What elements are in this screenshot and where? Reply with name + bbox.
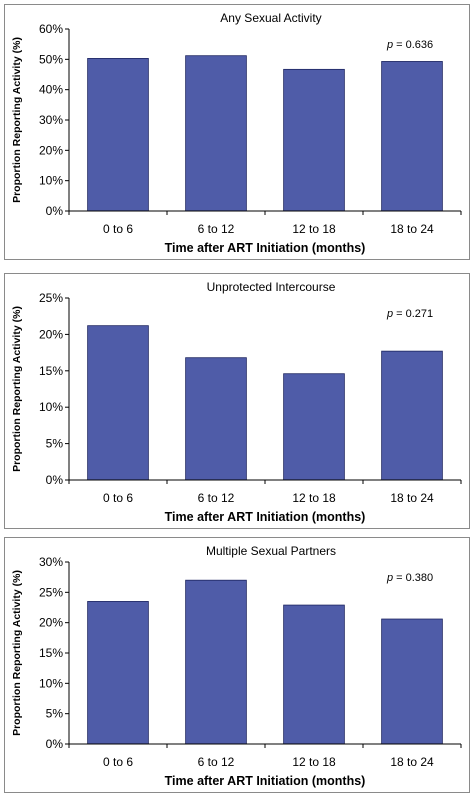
p-value-annotation: p = 0.271 (386, 308, 433, 320)
bar-chart-1: Unprotected Intercourse 0% 5% 10% 15% 20% 25% 0… (11, 280, 462, 524)
x-tick-label: 18 to 24 (390, 491, 434, 505)
chart-panel-any-sexual-activity: Any Sexual Activity 0% 10% 20% 30% 40% 50% 60% 0… (4, 4, 470, 260)
y-tick-label: 25% (39, 291, 63, 305)
x-axis-label: Time after ART Initiation (months) (165, 774, 366, 788)
p-symbol: p (386, 572, 393, 584)
x-tick-label: 6 to 12 (198, 755, 235, 769)
bar-3 (283, 373, 345, 481)
y-tick-label: 0% (46, 737, 64, 751)
bar-3 (283, 68, 345, 212)
bar-1 (87, 58, 149, 212)
p-symbol: p (386, 39, 393, 51)
x-axis-label: Time after ART Initiation (months) (165, 510, 366, 524)
p-value-annotation: p = 0.636 (386, 39, 433, 51)
bar-2 (185, 579, 247, 745)
p-value: = 0.271 (396, 308, 433, 320)
p-value-annotation: p = 0.380 (386, 572, 433, 584)
x-tick-label: 12 to 18 (292, 755, 336, 769)
p-symbol: p (386, 308, 393, 320)
x-tick-label: 18 to 24 (390, 755, 434, 769)
y-axis-label: Proportion Reporting Activity (%) (11, 37, 23, 203)
x-axis-label: Time after ART Initiation (months) (165, 241, 366, 255)
bar-4 (381, 618, 443, 745)
y-tick-label: 30% (39, 113, 63, 127)
y-tick-label: 60% (39, 22, 63, 36)
x-tick-label: 6 to 12 (198, 491, 235, 505)
y-tick-label: 15% (39, 364, 63, 378)
bar-2 (185, 55, 247, 212)
y-tick-label: 5% (46, 707, 64, 721)
y-tick-label: 40% (39, 83, 63, 97)
x-tick-label: 0 to 6 (103, 491, 133, 505)
bar-3 (283, 604, 345, 745)
x-tick-label: 0 to 6 (103, 222, 133, 236)
chart-panel-multiple-sexual-partners: Multiple Sexual Partners 0% 5% 10% 15% 20% 25%… (4, 537, 470, 793)
p-value: = 0.380 (396, 572, 433, 584)
y-tick-label: 15% (39, 646, 63, 660)
bar-1 (87, 325, 149, 481)
x-tick-label: 0 to 6 (103, 755, 133, 769)
bar-chart-0: Any Sexual Activity 0% 10% 20% 30% 40% 50% 60% 0… (11, 11, 462, 255)
x-tick-label: 12 to 18 (292, 491, 336, 505)
y-tick-label: 10% (39, 174, 63, 188)
y-tick-label: 30% (39, 555, 63, 569)
bar-2 (185, 357, 247, 481)
y-tick-label: 50% (39, 52, 63, 66)
p-value: = 0.636 (396, 39, 433, 51)
chart-title: Unprotected Intercourse (207, 280, 336, 294)
y-tick-label: 10% (39, 400, 63, 414)
bar-chart-2: Multiple Sexual Partners 0% 5% 10% 15% 20% 25%… (11, 544, 462, 788)
y-tick-label: 10% (39, 676, 63, 690)
chart-panel-unprotected-intercourse: Unprotected Intercourse 0% 5% 10% 15% 20% 25% 0… (4, 273, 470, 529)
bar-4 (381, 350, 443, 481)
x-tick-label: 12 to 18 (292, 222, 336, 236)
y-tick-label: 5% (46, 437, 64, 451)
y-tick-label: 20% (39, 327, 63, 341)
x-tick-label: 6 to 12 (198, 222, 235, 236)
bar-4 (381, 61, 443, 212)
y-axis-label: Proportion Reporting Activity (%) (11, 306, 23, 472)
y-tick-label: 25% (39, 585, 63, 599)
y-tick-label: 0% (46, 473, 64, 487)
y-tick-label: 20% (39, 143, 63, 157)
chart-title: Multiple Sexual Partners (206, 544, 336, 558)
chart-title: Any Sexual Activity (220, 11, 321, 25)
y-axis-label: Proportion Reporting Activity (%) (11, 570, 23, 736)
y-tick-label: 0% (46, 204, 64, 218)
x-tick-label: 18 to 24 (390, 222, 434, 236)
bar-1 (87, 601, 149, 745)
y-tick-label: 20% (39, 616, 63, 630)
